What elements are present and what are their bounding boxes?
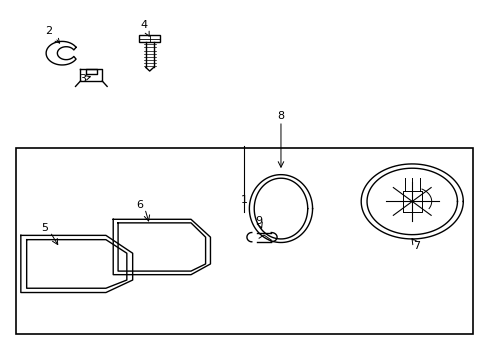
Text: 2: 2 bbox=[45, 26, 60, 43]
Text: 4: 4 bbox=[140, 20, 149, 36]
Text: 7: 7 bbox=[413, 241, 420, 251]
Text: 8: 8 bbox=[277, 111, 284, 121]
Text: 6: 6 bbox=[136, 200, 143, 210]
FancyBboxPatch shape bbox=[16, 148, 472, 334]
Text: 9: 9 bbox=[255, 216, 262, 226]
Text: 3: 3 bbox=[79, 74, 90, 84]
Text: 5: 5 bbox=[41, 223, 48, 233]
Text: 1: 1 bbox=[241, 195, 247, 205]
